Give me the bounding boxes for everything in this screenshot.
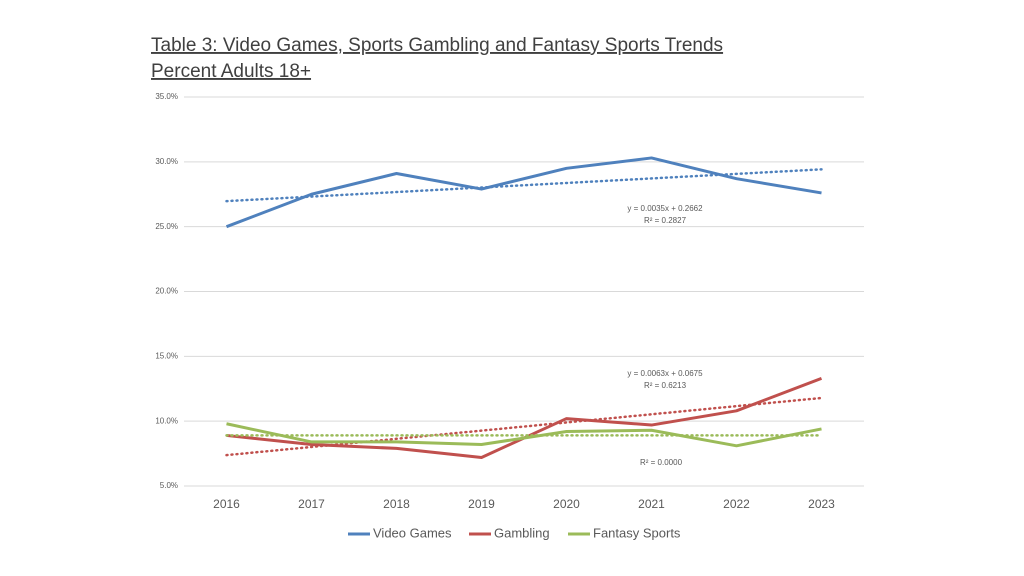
annotation: y = 0.0063x + 0.0675 <box>627 369 703 378</box>
series-line <box>225 156 822 229</box>
legend-label: Fantasy Sports <box>593 525 681 540</box>
x-tick-label: 2021 <box>638 497 665 511</box>
chart-title: Table 3: Video Games, Sports Gambling an… <box>151 35 723 56</box>
chart-subtitle: Percent Adults 18+ <box>151 61 311 82</box>
y-tick-label: 20.0% <box>155 287 178 296</box>
annotation: R² = 0.0000 <box>640 458 683 467</box>
y-tick-label: 15.0% <box>155 351 178 360</box>
x-tick-label: 2023 <box>808 497 835 511</box>
x-tick-label: 2022 <box>723 497 750 511</box>
y-tick-label: 5.0% <box>160 481 178 490</box>
legend-label: Video Games <box>373 525 452 540</box>
x-tick-label: 2018 <box>383 497 410 511</box>
x-tick-label: 2016 <box>213 497 240 511</box>
legend-label: Gambling <box>494 525 550 540</box>
y-tick-label: 25.0% <box>155 222 178 231</box>
annotation: R² = 0.2827 <box>644 216 687 225</box>
y-tick-label: 10.0% <box>155 416 178 425</box>
x-tick-label: 2017 <box>298 497 325 511</box>
y-tick-label: 30.0% <box>155 157 178 166</box>
x-tick-label: 2019 <box>468 497 495 511</box>
y-tick-label: 35.0% <box>155 92 178 101</box>
series-line <box>226 422 822 448</box>
annotation: y = 0.0035x + 0.2662 <box>627 204 703 213</box>
x-tick-label: 2020 <box>553 497 580 511</box>
annotation: R² = 0.6213 <box>644 381 687 390</box>
